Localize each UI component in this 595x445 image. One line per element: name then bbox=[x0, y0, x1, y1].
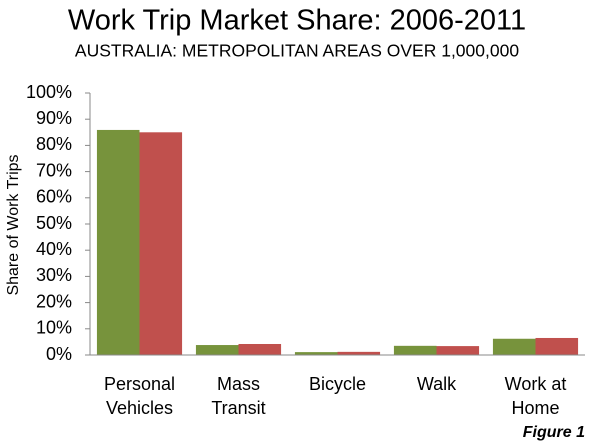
bar bbox=[535, 337, 579, 355]
x-tick-label: Walk bbox=[416, 374, 457, 394]
y-tick-label: 10% bbox=[36, 318, 72, 338]
y-tick-label: 0% bbox=[46, 344, 72, 364]
y-tick-label: 50% bbox=[36, 213, 72, 233]
bar bbox=[436, 346, 480, 355]
x-tick-label: Mass Transit bbox=[211, 374, 266, 418]
y-tick-label: 80% bbox=[36, 134, 72, 154]
bar bbox=[294, 352, 338, 355]
bar bbox=[337, 351, 381, 355]
chart-subtitle: AUSTRALIA: METROPOLITAN AREAS OVER 1,000… bbox=[75, 41, 519, 61]
bar bbox=[195, 345, 239, 355]
chart-title: Work Trip Market Share: 2006-2011 bbox=[68, 5, 526, 37]
bar bbox=[393, 345, 437, 355]
y-tick-label: 40% bbox=[36, 239, 72, 259]
y-tick-label: 100% bbox=[26, 82, 72, 102]
y-tick-label: 20% bbox=[36, 291, 72, 311]
y-tick-label: 70% bbox=[36, 160, 72, 180]
x-tick-label: Personal Vehicles bbox=[103, 374, 176, 418]
y-tick-label: 90% bbox=[36, 108, 72, 128]
y-tick-label: 60% bbox=[36, 187, 72, 207]
bar bbox=[492, 338, 536, 355]
y-axis-label: Share of Work Trips bbox=[5, 154, 22, 295]
y-tick-label: 30% bbox=[36, 265, 72, 285]
bar bbox=[96, 129, 140, 355]
bar bbox=[139, 132, 183, 355]
bar bbox=[238, 343, 282, 355]
x-tick-label: Work at Home bbox=[504, 374, 567, 418]
figure-label: Figure 1 bbox=[523, 424, 585, 441]
x-tick-label: Bicycle bbox=[308, 374, 366, 394]
